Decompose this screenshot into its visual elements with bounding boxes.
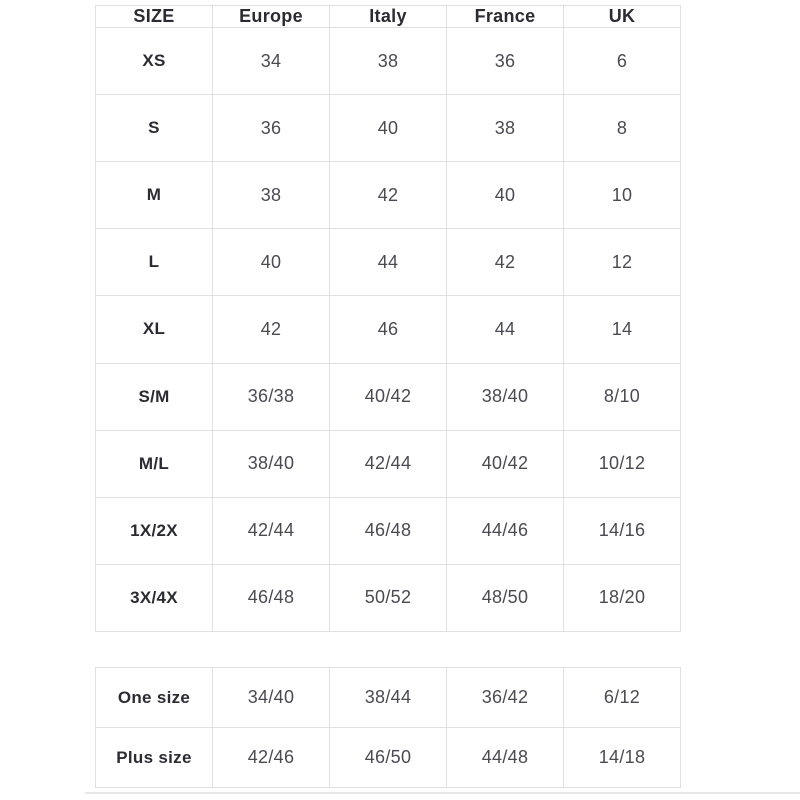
size-value-cell: 42/44: [212, 496, 330, 565]
size-row-l: L 40 44 42 12: [95, 228, 681, 297]
size-label-cell: Plus size: [95, 727, 213, 788]
size-row-3x-4x: 3X/4X 46/48 50/52 48/50 18/20: [95, 563, 681, 633]
size-value-cell: 50/52: [329, 563, 447, 633]
size-value-cell: 38: [446, 94, 564, 163]
size-value-cell: 44/46: [446, 496, 564, 565]
size-value-cell: 44: [329, 228, 447, 297]
size-value-cell: 46: [329, 295, 447, 364]
size-label-cell: S: [95, 94, 213, 163]
header-row: SIZE Europe Italy France UK: [95, 5, 681, 28]
size-value-cell: 34: [212, 26, 330, 96]
size-value-cell: 40/42: [446, 429, 564, 498]
size-value-cell: 42/46: [212, 727, 330, 788]
size-value-cell: 38: [329, 26, 447, 96]
size-value-cell: 40: [212, 228, 330, 297]
size-conversion-table: SIZE Europe Italy France UK XS 34 38 36 6 S 36 40 38 8…: [95, 5, 681, 633]
size-label-cell: XS: [95, 26, 213, 96]
column-header-uk: UK: [563, 5, 681, 28]
size-value-cell: 36/38: [212, 362, 330, 431]
column-header-italy: Italy: [329, 5, 447, 28]
size-value-cell: 10: [563, 161, 681, 230]
size-value-cell: 38/40: [446, 362, 564, 431]
column-header-france: France: [446, 5, 564, 28]
size-value-cell: 44: [446, 295, 564, 364]
size-value-cell: 36: [446, 26, 564, 96]
size-value-cell: 14: [563, 295, 681, 364]
size-row-one-size: One size 34/40 38/44 36/42 6/12: [95, 667, 681, 728]
special-sizes-table: One size 34/40 38/44 36/42 6/12 Plus size 42/4…: [95, 667, 681, 788]
size-value-cell: 42/44: [329, 429, 447, 498]
size-label-cell: M/L: [95, 429, 213, 498]
size-value-cell: 6: [563, 26, 681, 96]
size-value-cell: 8: [563, 94, 681, 163]
size-value-cell: 38/40: [212, 429, 330, 498]
bottom-divider-rule: [85, 792, 800, 794]
size-value-cell: 42: [212, 295, 330, 364]
size-value-cell: 40: [329, 94, 447, 163]
size-label-cell: M: [95, 161, 213, 230]
size-value-cell: 18/20: [563, 563, 681, 633]
size-value-cell: 46/48: [329, 496, 447, 565]
size-label-cell: One size: [95, 667, 213, 728]
size-value-cell: 8/10: [563, 362, 681, 431]
size-row-xs: XS 34 38 36 6: [95, 26, 681, 96]
size-value-cell: 36/42: [446, 667, 564, 728]
size-value-cell: 14/16: [563, 496, 681, 565]
size-value-cell: 36: [212, 94, 330, 163]
size-row-xl: XL 42 46 44 14: [95, 295, 681, 364]
size-value-cell: 40: [446, 161, 564, 230]
column-header-size: SIZE: [95, 5, 213, 28]
size-value-cell: 38: [212, 161, 330, 230]
size-label-cell: S/M: [95, 362, 213, 431]
size-label-cell: 1X/2X: [95, 496, 213, 565]
size-value-cell: 38/44: [329, 667, 447, 728]
size-row-1x-2x: 1X/2X 42/44 46/48 44/46 14/16: [95, 496, 681, 565]
size-row-m-l: M/L 38/40 42/44 40/42 10/12: [95, 429, 681, 498]
column-header-europe: Europe: [212, 5, 330, 28]
size-value-cell: 40/42: [329, 362, 447, 431]
size-value-cell: 6/12: [563, 667, 681, 728]
size-label-cell: L: [95, 228, 213, 297]
size-value-cell: 46/48: [212, 563, 330, 633]
size-row-m: M 38 42 40 10: [95, 161, 681, 230]
size-label-cell: XL: [95, 295, 213, 364]
size-value-cell: 10/12: [563, 429, 681, 498]
size-value-cell: 46/50: [329, 727, 447, 788]
size-row-s-m: S/M 36/38 40/42 38/40 8/10: [95, 362, 681, 431]
size-value-cell: 14/18: [563, 727, 681, 788]
size-value-cell: 12: [563, 228, 681, 297]
size-value-cell: 42: [446, 228, 564, 297]
size-value-cell: 48/50: [446, 563, 564, 633]
size-row-plus-size: Plus size 42/46 46/50 44/48 14/18: [95, 727, 681, 788]
size-value-cell: 34/40: [212, 667, 330, 728]
size-value-cell: 44/48: [446, 727, 564, 788]
size-row-s: S 36 40 38 8: [95, 94, 681, 163]
size-label-cell: 3X/4X: [95, 563, 213, 633]
size-value-cell: 42: [329, 161, 447, 230]
